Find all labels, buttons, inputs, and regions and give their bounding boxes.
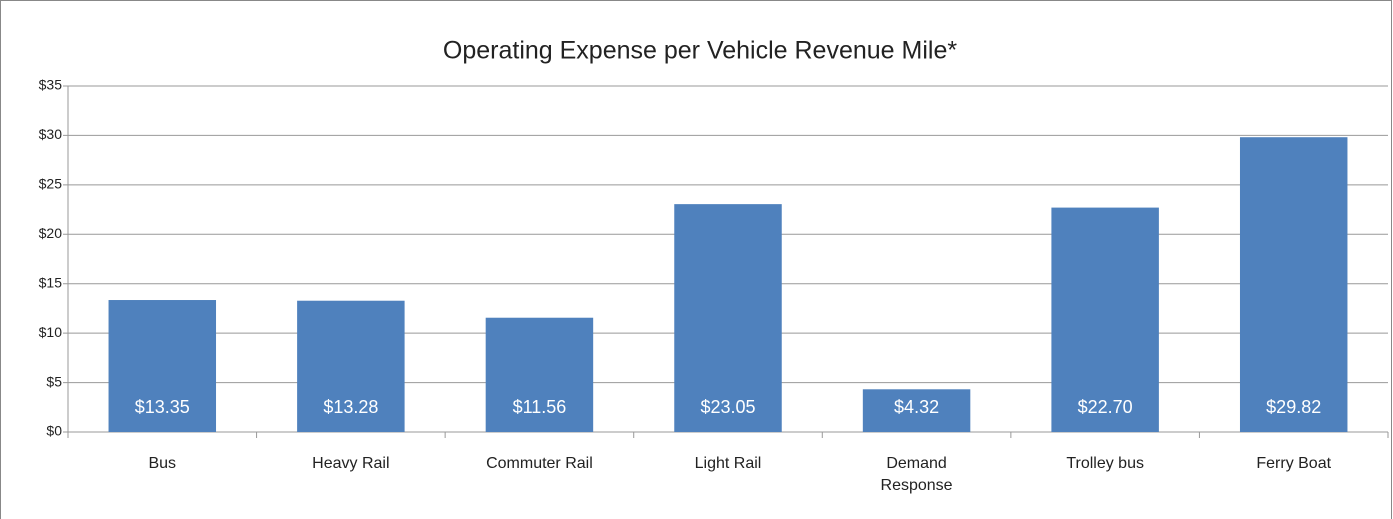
x-tick-label: Heavy Rail xyxy=(312,455,390,472)
value-label: $23.05 xyxy=(700,397,755,417)
bar xyxy=(674,204,782,432)
y-tick-label: $15 xyxy=(39,274,63,290)
value-label: $22.70 xyxy=(1078,397,1133,417)
value-label: $13.35 xyxy=(135,397,190,417)
bar xyxy=(862,389,971,432)
y-tick-label: $35 xyxy=(39,77,63,93)
x-tick-label: Light Rail xyxy=(694,455,762,472)
bar xyxy=(1239,137,1348,432)
chart-title: Operating Expense per Vehicle Revenue Mi… xyxy=(443,37,957,65)
value-label: $29.82 xyxy=(1266,397,1321,417)
y-tick-label: $20 xyxy=(39,225,63,241)
value-label: $11.56 xyxy=(513,397,567,417)
bar xyxy=(297,300,405,432)
y-tick-label: $10 xyxy=(39,324,63,340)
x-tick-label: Bus xyxy=(148,455,177,472)
x-tick-label: Demand Response xyxy=(880,455,953,494)
y-tick-label: $25 xyxy=(39,176,63,192)
x-tick-label: Commuter Rail xyxy=(486,455,593,472)
bar xyxy=(108,300,217,432)
value-label: $4.32 xyxy=(894,397,939,417)
bar xyxy=(1051,207,1159,432)
y-tick-label: $30 xyxy=(39,126,63,142)
y-tick-label: $0 xyxy=(46,423,62,439)
bar xyxy=(485,317,594,432)
x-tick-label: Ferry Boat xyxy=(1256,455,1332,472)
x-tick-label: Trolley bus xyxy=(1066,455,1144,472)
y-tick-label: $5 xyxy=(46,373,62,389)
value-label: $13.28 xyxy=(323,397,378,417)
